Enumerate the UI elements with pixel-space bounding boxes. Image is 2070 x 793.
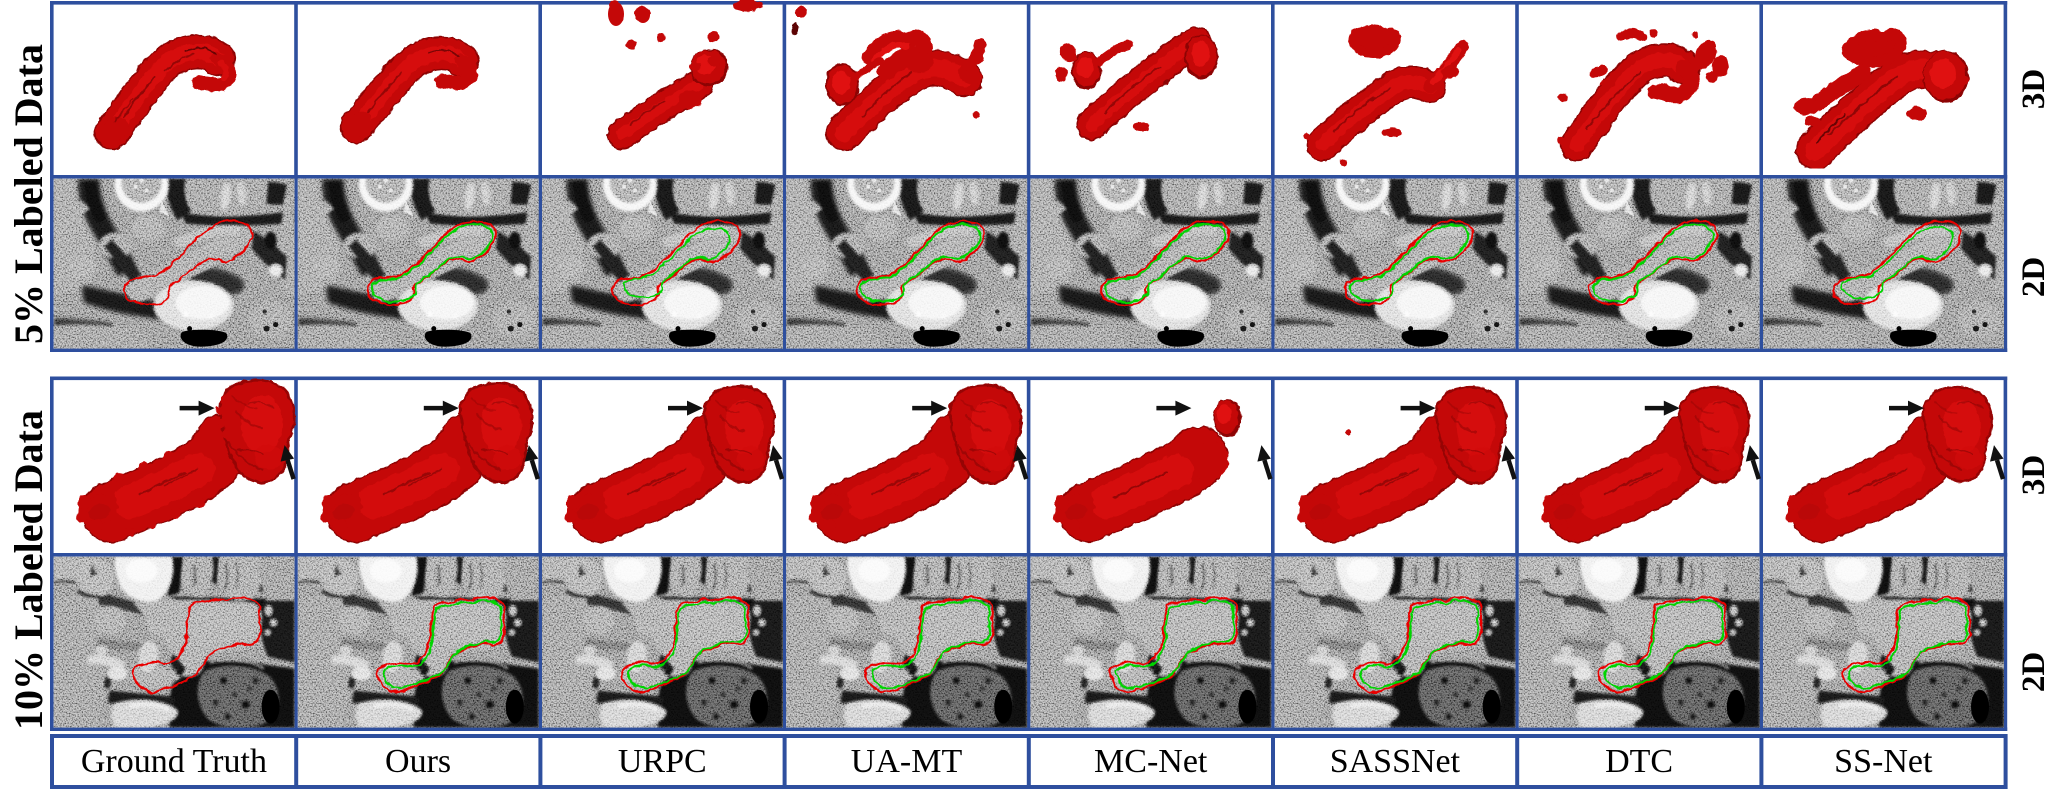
svg-text:MC-Net: MC-Net	[1094, 743, 1208, 780]
svg-text:DTC: DTC	[1605, 743, 1673, 780]
svg-text:3D: 3D	[2016, 455, 2052, 495]
svg-text:5% Labeled Data: 5% Labeled Data	[6, 44, 51, 344]
svg-text:Ours: Ours	[385, 743, 451, 780]
svg-text:SASSNet: SASSNet	[1330, 743, 1461, 780]
svg-text:Ground Truth: Ground Truth	[81, 743, 267, 780]
svg-text:UA-MT: UA-MT	[851, 743, 963, 780]
svg-text:2D: 2D	[2016, 257, 2052, 297]
svg-text:URPC: URPC	[618, 743, 707, 780]
svg-text:SS-Net: SS-Net	[1834, 743, 1933, 780]
svg-text:10% Labeled Data: 10% Labeled Data	[6, 410, 51, 730]
svg-text:2D: 2D	[2016, 652, 2052, 692]
svg-text:3D: 3D	[2016, 69, 2052, 109]
